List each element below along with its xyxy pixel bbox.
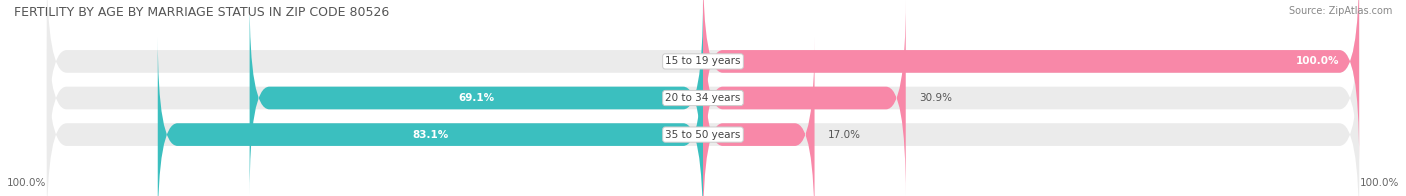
- FancyBboxPatch shape: [703, 0, 905, 196]
- Text: 69.1%: 69.1%: [458, 93, 495, 103]
- Text: 83.1%: 83.1%: [412, 130, 449, 140]
- Text: 100.0%: 100.0%: [7, 178, 46, 188]
- Text: 20 to 34 years: 20 to 34 years: [665, 93, 741, 103]
- FancyBboxPatch shape: [703, 0, 1360, 160]
- Text: 30.9%: 30.9%: [920, 93, 952, 103]
- FancyBboxPatch shape: [46, 0, 1360, 160]
- FancyBboxPatch shape: [703, 36, 814, 196]
- Text: 0.0%: 0.0%: [664, 56, 690, 66]
- Text: 100.0%: 100.0%: [1296, 56, 1340, 66]
- FancyBboxPatch shape: [250, 0, 703, 196]
- Text: 17.0%: 17.0%: [828, 130, 860, 140]
- FancyBboxPatch shape: [46, 36, 1360, 196]
- FancyBboxPatch shape: [46, 0, 1360, 196]
- Text: Source: ZipAtlas.com: Source: ZipAtlas.com: [1288, 6, 1392, 16]
- Text: 15 to 19 years: 15 to 19 years: [665, 56, 741, 66]
- Text: 100.0%: 100.0%: [1360, 178, 1399, 188]
- Text: 35 to 50 years: 35 to 50 years: [665, 130, 741, 140]
- Text: FERTILITY BY AGE BY MARRIAGE STATUS IN ZIP CODE 80526: FERTILITY BY AGE BY MARRIAGE STATUS IN Z…: [14, 6, 389, 19]
- FancyBboxPatch shape: [157, 36, 703, 196]
